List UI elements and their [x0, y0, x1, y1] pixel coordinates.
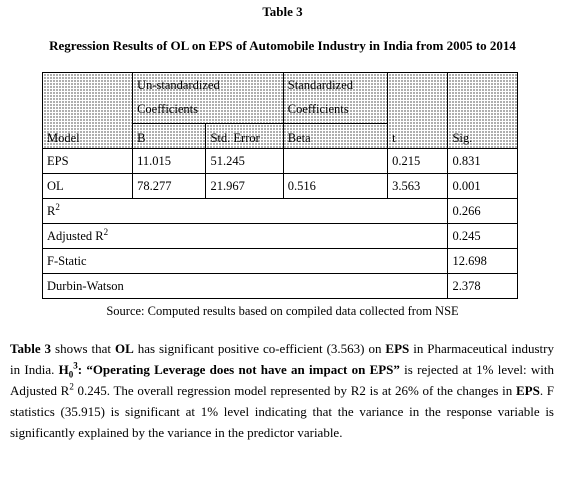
text-run: is rejected at 1% level: with Adjusted R — [10, 362, 554, 398]
table-cell: 0.516 — [282, 173, 389, 199]
text-run: OL — [114, 341, 134, 356]
summary-row: F-Static 12.698 — [41, 248, 518, 274]
table-cell: OL — [41, 173, 134, 199]
text-run: shows that — [51, 341, 115, 356]
text-run: Durbin-Watson — [47, 279, 124, 293]
table-caption: Table 3 — [262, 4, 303, 19]
text-run: in Pharmaceutical industry in India. — [10, 341, 554, 377]
summary-row: Durbin-Watson 2.378 — [41, 273, 518, 299]
text-run: H — [58, 362, 69, 377]
table-cell: 21.967 — [205, 173, 284, 199]
table-cell: 3.563 — [387, 173, 449, 199]
paragraph: Table 3 shows that OL has significant po… — [10, 338, 554, 443]
table-cell: 0.245 — [447, 223, 518, 249]
column-header: t — [387, 72, 449, 149]
table-cell: 11.015 — [132, 148, 207, 174]
text-run: : “Operating Leverage does not have an i… — [77, 362, 400, 377]
table-title: Regression Results of OL on EPS of Autom… — [49, 38, 516, 53]
table-cell: 12.698 — [447, 248, 518, 274]
table-cell: 0.266 — [447, 198, 518, 224]
group-header-line: Coefficients — [287, 102, 349, 116]
table-cell: 2.378 — [447, 273, 518, 299]
text-run: 2 — [103, 226, 109, 237]
row-label: Durbin-Watson — [41, 273, 449, 299]
text-run: F-Static — [47, 254, 87, 268]
text-run: 2 — [69, 381, 74, 392]
text-run: Table 3 — [10, 341, 52, 356]
row-label: R2 — [41, 198, 449, 224]
header-row: Model Un-standardized Coefficients Standard… — [41, 72, 518, 149]
row-label: Adjusted R2 — [41, 223, 449, 249]
group-header: Standardized Coefficients — [282, 72, 389, 124]
table-cell: 51.245 — [205, 148, 284, 174]
regression-table: Model Un-standardized Coefficients Standard… — [41, 72, 518, 299]
column-header: Sig. — [447, 72, 518, 149]
text-run: Adjusted R — [47, 229, 104, 243]
table-cell: 0.831 — [447, 148, 518, 174]
table-cell — [282, 148, 389, 174]
text-run: 0.245. The overall regression model repr… — [73, 383, 516, 398]
data-row: OL 78.277 21.967 0.516 3.563 0.001 — [41, 173, 518, 199]
group-header-line: Un-standardized — [137, 78, 220, 92]
table-cell: 78.277 — [132, 173, 207, 199]
text-run: EPS — [385, 341, 410, 356]
table-cell: 0.215 — [387, 148, 449, 174]
text-run: R — [47, 204, 56, 218]
group-header-line: Coefficients — [137, 102, 198, 116]
table-cell: 0.001 — [447, 173, 518, 199]
source-note: Source: Computed results based on compil… — [106, 304, 459, 318]
group-header: Un-standardized Coefficients — [132, 72, 284, 124]
column-header: Beta — [282, 123, 389, 149]
summary-row: R2 0.266 — [41, 198, 518, 224]
column-header: Std. Error — [205, 123, 284, 149]
data-row: EPS 11.015 51.245 0.215 0.831 — [41, 148, 518, 174]
column-header: B — [132, 123, 207, 149]
text-run: EPS — [515, 383, 540, 398]
table-cell: EPS — [41, 148, 134, 174]
column-header: Model — [41, 72, 134, 149]
row-label: F-Static — [41, 248, 449, 274]
text-run: 0 — [68, 369, 74, 380]
text-run: 3 — [73, 360, 78, 371]
group-header-line: Standardized — [287, 78, 354, 92]
text-run: has significant positive co-efficient (3… — [133, 341, 386, 356]
summary-row: Adjusted R2 0.245 — [41, 223, 518, 249]
header-row: B Std. Error Beta — [43, 123, 518, 149]
text-run: . F statistics (35.915) is significant a… — [10, 383, 554, 440]
text-run: 2 — [55, 201, 60, 212]
